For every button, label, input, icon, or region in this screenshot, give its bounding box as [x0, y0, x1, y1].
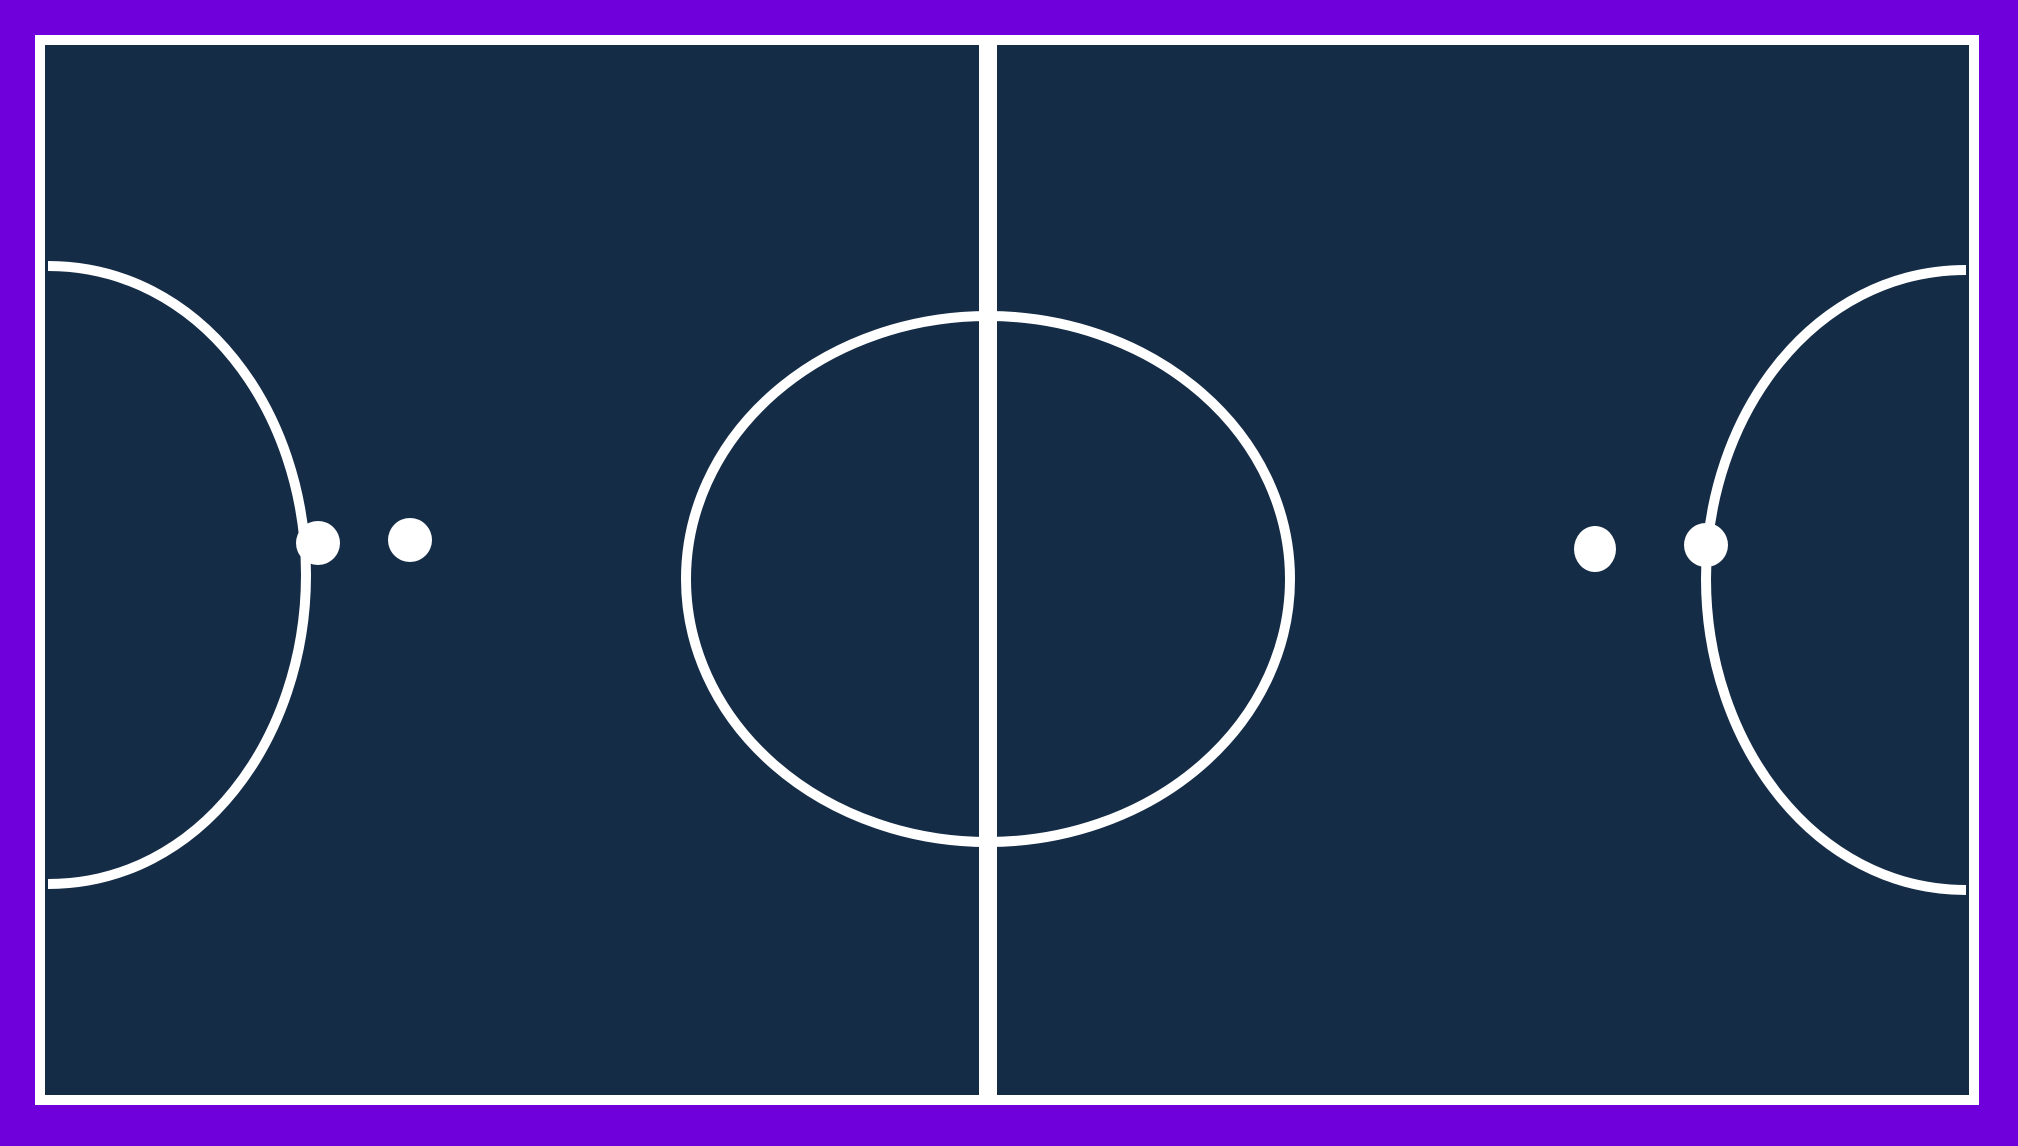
right-penalty-area	[1700, 265, 1967, 895]
left-second-penalty-spot	[388, 518, 432, 562]
left-penalty-spot	[296, 521, 340, 565]
left-penalty-area	[47, 261, 312, 889]
center-circle	[681, 311, 1295, 847]
right-penalty-spot	[1684, 523, 1728, 567]
right-second-penalty-spot	[1574, 526, 1616, 572]
court-surface	[40, 40, 1974, 1100]
court-boundary-line	[35, 35, 1979, 1105]
